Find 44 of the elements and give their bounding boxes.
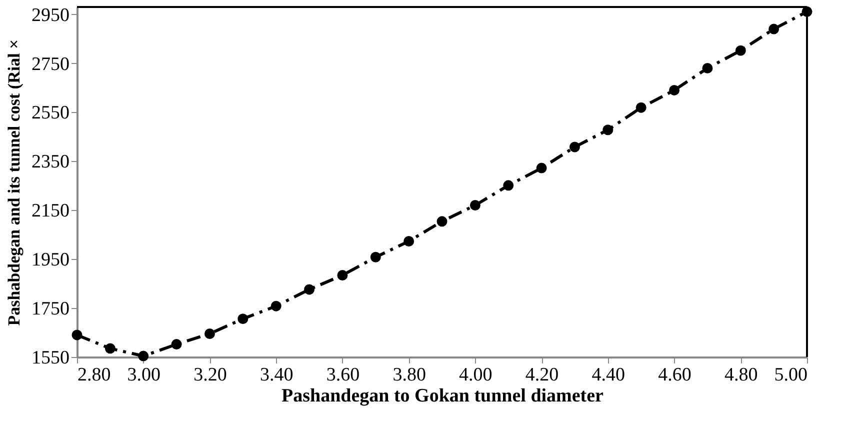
- point: [404, 236, 414, 246]
- point: [569, 142, 580, 152]
- point: [72, 330, 82, 340]
- point: [304, 284, 315, 295]
- point: [470, 200, 480, 210]
- point: [536, 162, 547, 174]
- point: [503, 180, 514, 191]
- y-tick-label: 2750: [32, 54, 70, 75]
- x-tick-label: 3.40: [260, 364, 294, 386]
- point: [270, 300, 282, 312]
- point: [138, 350, 149, 362]
- point: [636, 102, 646, 113]
- point: [204, 328, 215, 339]
- point: [602, 124, 614, 136]
- x-tick-label: 4.60: [658, 364, 692, 386]
- x-axis-title: Pashandegan to Gokan tunnel diameter: [282, 386, 604, 406]
- point: [370, 252, 381, 262]
- y-tick-label: 2150: [32, 200, 70, 222]
- y-tick-label: 1750: [32, 298, 70, 320]
- x-tick-label: 3.20: [194, 364, 227, 386]
- y-tick-label: 1950: [32, 250, 70, 271]
- point: [104, 343, 116, 354]
- x-tick-label: 3.80: [392, 364, 426, 386]
- x-tick-label: 3.60: [326, 364, 360, 386]
- point: [171, 339, 182, 350]
- x-tick-label: 4.40: [592, 364, 626, 386]
- x-tick-label: 4.80: [724, 364, 758, 386]
- point: [669, 84, 680, 96]
- x-tick-label: 4.00: [459, 364, 492, 386]
- x-tick-label: 3.00: [127, 364, 160, 386]
- y-tick-label: 2950: [32, 4, 70, 26]
- x-tick-label: 2.80: [78, 364, 111, 386]
- y-axis-title: Pashabdegan and its tunnel cost (Rial ×: [4, 39, 24, 326]
- point: [768, 24, 780, 34]
- x-tick-label: 5.00: [774, 364, 808, 386]
- y-tick-label: 2350: [32, 152, 70, 173]
- x-tick-label: 4.20: [525, 364, 559, 386]
- point: [238, 314, 248, 324]
- point: [702, 62, 713, 74]
- point: [735, 45, 746, 56]
- y-tick-label: 2550: [32, 102, 70, 124]
- y-tick-label: 1550: [32, 348, 70, 368]
- point: [436, 216, 448, 227]
- point: [337, 270, 348, 280]
